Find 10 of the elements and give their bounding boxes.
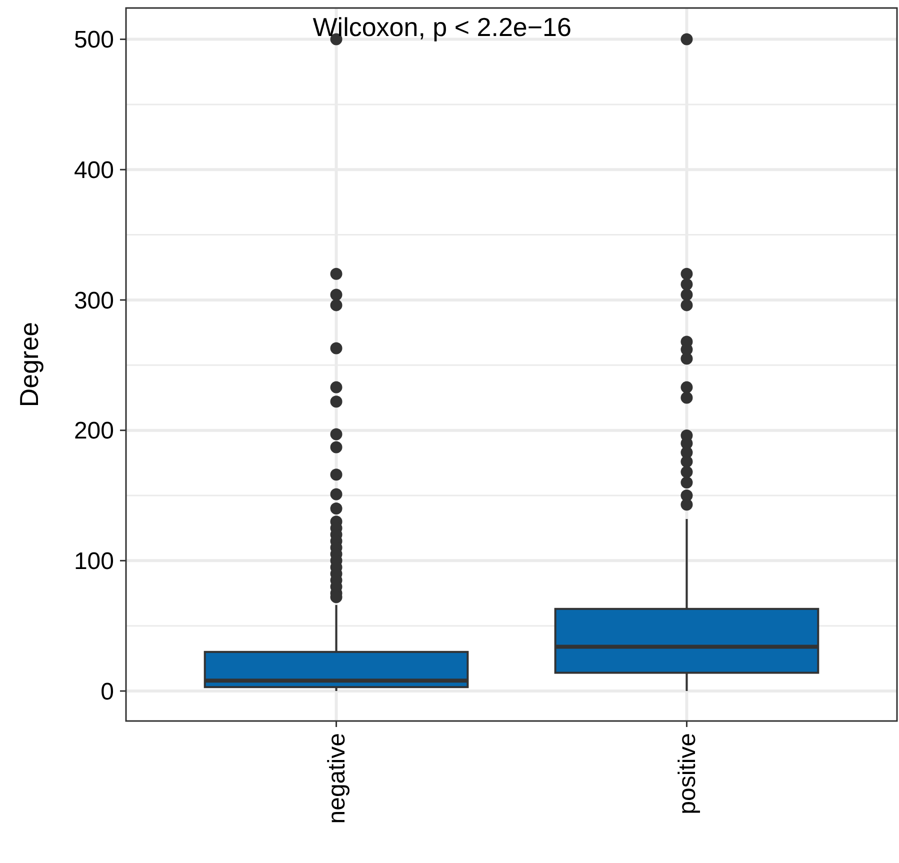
- y-tick-label: 500: [74, 26, 114, 54]
- y-tick-label: 200: [74, 418, 114, 445]
- y-tick-label: 0: [100, 678, 114, 706]
- y-tick-label: 100: [74, 548, 114, 576]
- annotation: Wilcoxon, p < 2.2e−16: [312, 12, 572, 42]
- x-tick-label: positive: [674, 733, 702, 814]
- y-tick-label: 400: [74, 157, 114, 184]
- y-tick-label: 300: [74, 287, 114, 314]
- y-axis-title: Degree: [14, 322, 44, 408]
- x-tick-label: negative: [324, 733, 351, 824]
